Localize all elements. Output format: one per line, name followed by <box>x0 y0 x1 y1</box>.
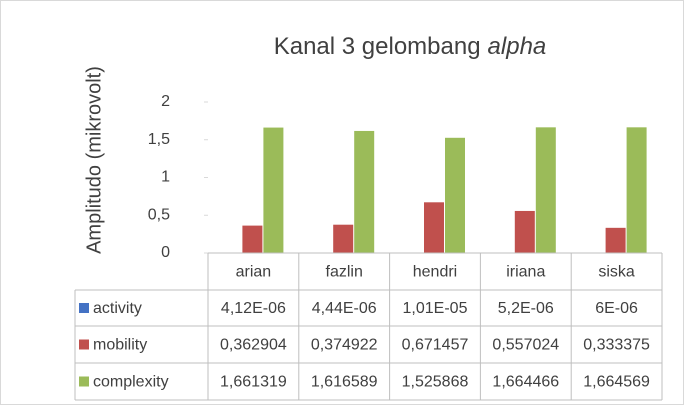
x-tick-label: iriana <box>506 264 545 281</box>
legend-key <box>79 303 89 313</box>
table-value: 0,671457 <box>402 337 469 354</box>
bar <box>242 225 263 253</box>
bar <box>333 224 354 253</box>
table-value: 0,557024 <box>492 337 559 354</box>
bar <box>445 137 465 253</box>
table-value: 0,362904 <box>220 337 287 354</box>
bar <box>514 210 535 253</box>
table-value: 1,525868 <box>402 374 469 391</box>
table-value: 5,2E-06 <box>498 300 554 317</box>
legend-key <box>79 339 89 350</box>
legend-label: mobility <box>93 337 147 354</box>
table-value: 1,01E-05 <box>403 300 468 317</box>
bar <box>263 127 284 253</box>
x-tick-label: arian <box>236 264 272 281</box>
legend-key <box>79 376 89 387</box>
y-tick-label: 1,5 <box>148 131 170 148</box>
table-value: 1,616589 <box>311 374 378 391</box>
legend-label: complexity <box>93 374 169 391</box>
table-value: 4,12E-06 <box>221 300 286 317</box>
y-tick-label: 1 <box>161 169 170 186</box>
bar <box>535 127 556 253</box>
x-tick-label: siska <box>598 264 635 281</box>
y-tick-label: 0 <box>161 244 170 261</box>
title-text: Kanal 3 gelombang <box>274 33 481 60</box>
table-value: 1,664466 <box>492 374 559 391</box>
x-tick-label: hendri <box>413 264 457 281</box>
y-tick-label: 0,5 <box>148 206 170 223</box>
y-tick-label: 2 <box>161 93 170 110</box>
bar <box>605 227 626 253</box>
table-value: 1,664569 <box>583 374 650 391</box>
table-value: 4,44E-06 <box>312 300 377 317</box>
legend-label: activity <box>93 300 142 317</box>
table-value: 1,661319 <box>220 374 287 391</box>
bar <box>626 127 647 253</box>
bar <box>354 130 375 253</box>
table-value: 6E-06 <box>595 300 638 317</box>
x-tick-label: fazlin <box>326 264 363 281</box>
chart-title: Kanal 3 gelombang alpha <box>274 33 547 60</box>
table-value: 0,374922 <box>311 337 378 354</box>
y-axis-label: Amplitudo (mikrovolt) <box>83 66 105 254</box>
title-italic: alpha <box>488 33 547 60</box>
table-value: 0,333375 <box>583 337 650 354</box>
bar <box>424 202 444 253</box>
